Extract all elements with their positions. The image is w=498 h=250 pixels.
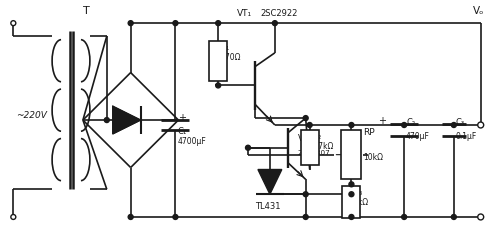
Circle shape xyxy=(303,192,308,197)
Circle shape xyxy=(349,182,354,187)
Circle shape xyxy=(173,214,178,220)
Text: T: T xyxy=(83,6,89,16)
Text: R₁: R₁ xyxy=(220,43,230,52)
Text: C₃: C₃ xyxy=(456,118,465,127)
Text: 1kΩ: 1kΩ xyxy=(354,198,369,207)
Circle shape xyxy=(303,116,308,120)
Circle shape xyxy=(349,214,354,220)
Circle shape xyxy=(272,21,277,25)
Circle shape xyxy=(246,145,250,150)
Text: R₂: R₂ xyxy=(312,132,321,141)
Circle shape xyxy=(128,214,133,220)
Circle shape xyxy=(173,21,178,25)
Circle shape xyxy=(303,214,308,220)
Circle shape xyxy=(349,122,354,128)
Text: VT₁: VT₁ xyxy=(237,9,252,18)
Text: 0.1μF: 0.1μF xyxy=(456,132,477,141)
Circle shape xyxy=(11,214,16,220)
Circle shape xyxy=(402,122,406,128)
Text: Vₒ: Vₒ xyxy=(473,6,485,16)
Text: 2SC2922: 2SC2922 xyxy=(260,9,297,18)
Text: R₃: R₃ xyxy=(354,188,363,197)
Circle shape xyxy=(104,118,109,122)
Circle shape xyxy=(11,21,16,25)
Bar xyxy=(342,130,362,180)
Text: +: + xyxy=(178,113,186,123)
Circle shape xyxy=(451,122,456,128)
Circle shape xyxy=(478,122,484,128)
Text: TL431: TL431 xyxy=(255,202,280,211)
Bar xyxy=(343,186,361,218)
Text: VT₂: VT₂ xyxy=(298,134,312,143)
Text: +: + xyxy=(378,116,386,126)
Text: C₂: C₂ xyxy=(406,118,415,127)
Circle shape xyxy=(128,21,133,25)
Bar xyxy=(209,41,227,80)
Text: 2.7kΩ: 2.7kΩ xyxy=(312,142,334,151)
Polygon shape xyxy=(113,106,140,134)
Polygon shape xyxy=(258,170,282,194)
Circle shape xyxy=(349,192,354,197)
Bar xyxy=(301,130,319,164)
Text: 2SC3807: 2SC3807 xyxy=(298,150,331,156)
Text: C₁: C₁ xyxy=(177,127,187,136)
Text: 4700μF: 4700μF xyxy=(177,137,206,146)
Circle shape xyxy=(451,214,456,220)
Text: RP: RP xyxy=(364,128,375,137)
Text: 470Ω: 470Ω xyxy=(220,53,241,62)
Text: 10kΩ: 10kΩ xyxy=(364,153,383,162)
Circle shape xyxy=(307,122,312,128)
Circle shape xyxy=(478,214,484,220)
Circle shape xyxy=(216,83,221,88)
Text: ~220V: ~220V xyxy=(16,110,47,120)
Text: 470μF: 470μF xyxy=(406,132,430,141)
Circle shape xyxy=(402,214,406,220)
Circle shape xyxy=(216,21,221,25)
